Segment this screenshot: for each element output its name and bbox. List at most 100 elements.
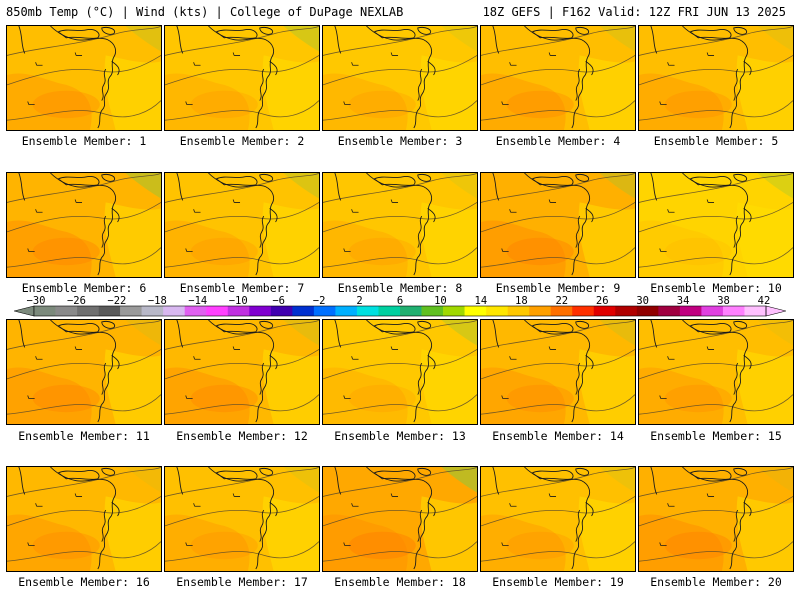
wind-barb: [501, 101, 509, 105]
wind-barb: [351, 62, 359, 66]
wind-barb: [343, 101, 351, 105]
bay-outline: [259, 354, 278, 395]
wind-barb: [659, 395, 667, 399]
isotherm-2: [165, 541, 319, 562]
wind-barb: [27, 542, 35, 546]
colorbar-tick-label: 18: [515, 295, 528, 307]
temperature-field: [165, 467, 319, 571]
great-lakes-outline: [57, 468, 116, 480]
wind-barb: [343, 248, 351, 252]
isotherm-1: [481, 496, 635, 527]
lake-michigan-outline: [18, 467, 26, 495]
wind-barb: [35, 503, 43, 507]
coastline: [366, 26, 433, 129]
colorbar-swatch: [400, 306, 422, 316]
isotherm-3: [7, 26, 161, 56]
warm-region: [7, 514, 92, 571]
warm-region: [639, 220, 724, 277]
colorbar-swatch: [335, 306, 358, 316]
isotherm-3: [7, 467, 161, 497]
isotherm-3: [481, 467, 635, 497]
wind-barb: [501, 542, 509, 546]
colorbar-tick-label: 22: [555, 295, 569, 307]
great-lakes-outline: [373, 174, 432, 186]
cool-region: [420, 496, 477, 571]
colorbar-swatch: [292, 306, 315, 316]
colorbar-tick-label: 42: [757, 295, 771, 307]
great-lakes-outline: [215, 174, 274, 186]
bay-outline: [259, 501, 278, 542]
isotherm-1: [481, 349, 635, 380]
wind-barb: [501, 248, 509, 252]
cold-region: [283, 26, 319, 52]
bay-outline: [417, 60, 436, 101]
cool-region: [104, 496, 161, 571]
isotherm-2: [323, 247, 477, 268]
lake-michigan-outline: [492, 320, 500, 348]
colorbar-swatch: [77, 306, 99, 316]
wind-barb: [232, 52, 241, 56]
colorbar-outline: [33, 305, 767, 317]
isotherm-3: [7, 173, 161, 203]
member-label: Ensemble Member: 18: [334, 575, 466, 589]
coastline: [682, 467, 749, 570]
warm-core: [32, 384, 100, 413]
member-label: Ensemble Member: 7: [179, 281, 305, 295]
member-label: Ensemble Member: 1: [21, 134, 147, 148]
lake-michigan-outline: [18, 173, 26, 201]
bay-outline: [575, 207, 594, 248]
wind-barb: [74, 493, 83, 497]
wind-barb: [548, 199, 557, 203]
temperature-field: [323, 320, 477, 424]
isotherm-1: [481, 202, 635, 233]
isotherm-2: [165, 394, 319, 415]
colorbar-left-arrow: [14, 305, 35, 317]
member-map-17: [164, 466, 320, 572]
member-label: Ensemble Member: 5: [653, 134, 779, 148]
isotherm-3: [639, 467, 793, 497]
cool-region: [578, 349, 635, 424]
cool-region: [262, 202, 319, 277]
member-map-11: [6, 319, 162, 425]
isotherm-3: [481, 320, 635, 350]
cool-region: [420, 349, 477, 424]
great-lakes-outline: [373, 468, 432, 480]
isotherm-2: [481, 100, 635, 121]
isotherm-2: [481, 541, 635, 562]
bay-outline: [733, 60, 752, 101]
isotherm-2: [639, 100, 793, 121]
cold-region: [599, 467, 635, 493]
warm-region: [639, 514, 724, 571]
warm-core: [348, 90, 416, 119]
cool-region: [736, 202, 793, 277]
colorbar-tick-label: −2: [312, 295, 326, 307]
member-label: Ensemble Member: 19: [492, 575, 624, 589]
isotherm-1: [165, 496, 319, 527]
wind-barb: [509, 503, 517, 507]
isotherm-3: [165, 467, 319, 497]
wind-barb: [706, 493, 715, 497]
colorbar-tick-label: 2: [356, 295, 363, 307]
wind-barb: [667, 356, 675, 360]
bay-outline: [101, 207, 120, 248]
temperature-field: [323, 173, 477, 277]
colorbar-swatch: [572, 306, 595, 316]
wind-barb: [193, 356, 201, 360]
colorbar-tick-label: −22: [107, 295, 127, 307]
colorbar-tick-label: 14: [474, 295, 488, 307]
coastline: [524, 26, 591, 129]
cold-region: [125, 320, 161, 346]
coastline: [366, 173, 433, 276]
warm-region: [7, 367, 92, 424]
isotherm-2: [323, 541, 477, 562]
cold-region: [283, 467, 319, 493]
warm-region: [7, 220, 92, 277]
great-lakes-outline: [531, 321, 590, 333]
bay-outline: [101, 354, 120, 395]
isotherm-1: [323, 55, 477, 86]
member-label: Ensemble Member: 17: [176, 575, 308, 589]
great-lakes-outline: [531, 174, 590, 186]
wind-barb: [193, 62, 201, 66]
bay-outline: [417, 501, 436, 542]
wind-barb: [390, 346, 399, 350]
